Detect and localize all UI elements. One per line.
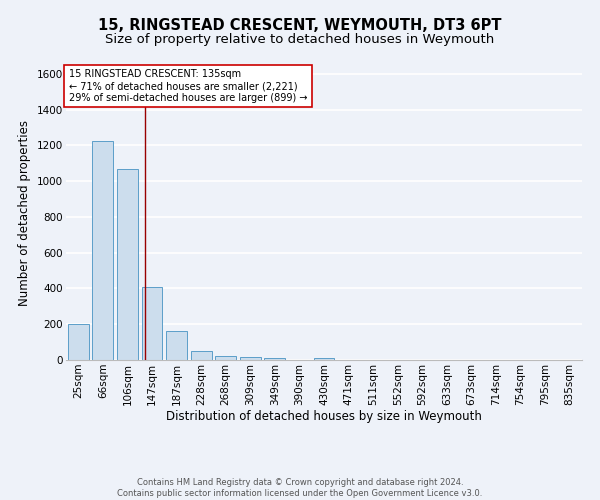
Bar xyxy=(265,358,286,360)
Text: 15, RINGSTEAD CRESCENT, WEYMOUTH, DT3 6PT: 15, RINGSTEAD CRESCENT, WEYMOUTH, DT3 6P… xyxy=(98,18,502,32)
Y-axis label: Number of detached properties: Number of detached properties xyxy=(19,120,31,306)
Bar xyxy=(92,141,113,360)
Bar xyxy=(117,168,138,360)
Bar xyxy=(191,350,212,360)
Text: 15 RINGSTEAD CRESCENT: 135sqm
← 71% of detached houses are smaller (2,221)
29% o: 15 RINGSTEAD CRESCENT: 135sqm ← 71% of d… xyxy=(68,70,307,102)
X-axis label: Distribution of detached houses by size in Weymouth: Distribution of detached houses by size … xyxy=(166,410,482,424)
Bar xyxy=(166,330,187,360)
Bar xyxy=(68,324,89,360)
Text: Contains HM Land Registry data © Crown copyright and database right 2024.
Contai: Contains HM Land Registry data © Crown c… xyxy=(118,478,482,498)
Bar xyxy=(142,286,163,360)
Bar xyxy=(314,358,334,360)
Bar xyxy=(240,358,261,360)
Bar xyxy=(215,356,236,360)
Text: Size of property relative to detached houses in Weymouth: Size of property relative to detached ho… xyxy=(106,32,494,46)
